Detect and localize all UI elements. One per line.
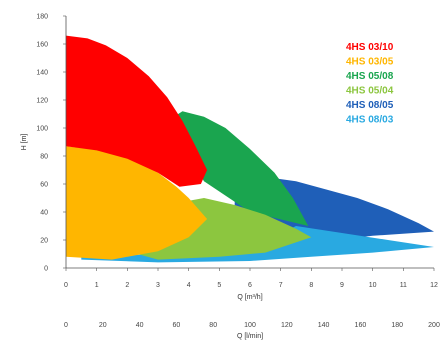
series-area-3 xyxy=(167,111,309,226)
x-tick-label: 4 xyxy=(187,282,191,289)
y-tick-label: 40 xyxy=(40,210,48,217)
x-tick-label: 3 xyxy=(156,282,160,289)
x-tick-label: 7 xyxy=(279,282,283,289)
y-tick-label: 0 xyxy=(44,266,48,273)
x-tick-label: 5 xyxy=(217,282,221,289)
legend-entry: 4HS 08/03 xyxy=(346,115,394,126)
y-tick-label: 140 xyxy=(36,70,48,77)
y-tick-label: 60 xyxy=(40,182,48,189)
y-tick-label: 100 xyxy=(36,126,48,133)
x2-tick-label: 120 xyxy=(281,322,293,329)
axes xyxy=(63,15,435,271)
x-tick-label: 2 xyxy=(125,282,129,289)
x2-tick-label: 200 xyxy=(428,322,440,329)
y-tick-label: 180 xyxy=(36,14,48,21)
x-tick-label: 8 xyxy=(309,282,313,289)
y-tick-label: 120 xyxy=(36,98,48,105)
x2-tick-label: 180 xyxy=(391,322,403,329)
x-axis-label: Q [m³/h] xyxy=(237,294,262,301)
series-area-2 xyxy=(81,226,435,263)
x-tick-label: 11 xyxy=(400,282,407,289)
series-area-5 xyxy=(66,146,208,260)
legend-entry: 4HS 05/08 xyxy=(346,71,394,82)
x2-tick-label: 40 xyxy=(136,322,144,329)
legend-entry: 4HS 05/04 xyxy=(346,86,394,97)
x-tick-label: 12 xyxy=(430,282,438,289)
y-tick-label: 20 xyxy=(40,238,48,245)
x2-tick-label: 80 xyxy=(209,322,217,329)
x2-tick-label: 160 xyxy=(355,322,367,329)
x-tick-label: 10 xyxy=(369,282,377,289)
x2-tick-label: 20 xyxy=(99,322,107,329)
x-tick-label: 0 xyxy=(64,282,68,289)
x-tick-label: 9 xyxy=(340,282,344,289)
x2-axis-label: Q [l/min] xyxy=(237,333,263,340)
legend-entry: 4HS 03/05 xyxy=(346,57,394,68)
legend-entry: 4HS 08/05 xyxy=(346,100,394,111)
x2-tick-label: 100 xyxy=(244,322,256,329)
y-axis-label: H [m] xyxy=(21,134,28,151)
y-tick-label: 160 xyxy=(36,42,48,49)
x2-tick-label: 0 xyxy=(64,322,68,329)
x2-tick-label: 140 xyxy=(318,322,330,329)
x2-tick-label: 60 xyxy=(173,322,181,329)
series-area-6 xyxy=(66,35,208,187)
series-areas xyxy=(66,35,435,263)
x-tick-label: 6 xyxy=(248,282,252,289)
legend: 4HS 03/10 4HS 03/05 4HS 05/08 4HS 05/04 4HS … xyxy=(346,42,394,126)
x-tick-label: 1 xyxy=(95,282,99,289)
y-tick-label: 80 xyxy=(40,154,48,161)
legend-entry: 4HS 03/10 xyxy=(346,42,394,53)
